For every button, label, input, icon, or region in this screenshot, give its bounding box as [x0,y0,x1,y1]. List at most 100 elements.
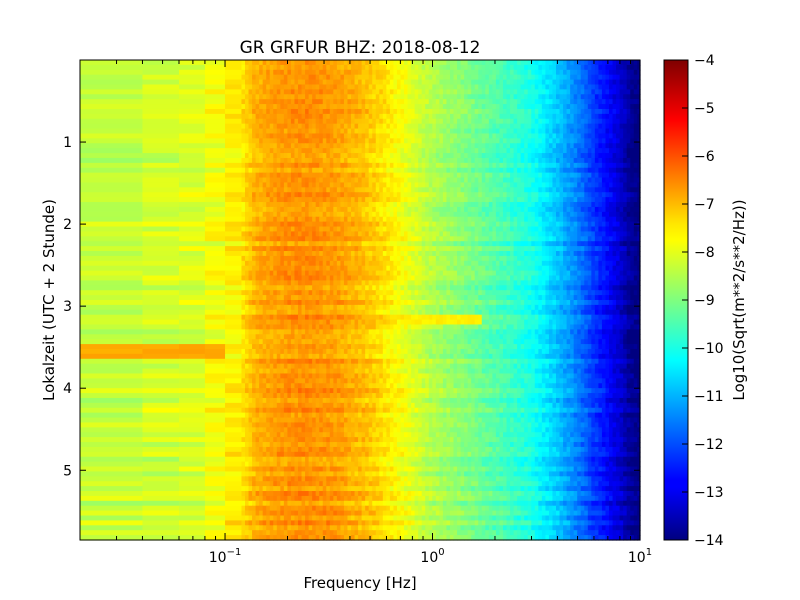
heatmap-cell [570,104,575,110]
heatmap-cell [506,60,511,66]
heatmap-cell [375,143,380,149]
heatmap-cell [340,104,345,110]
heatmap-cell [556,241,561,247]
heatmap-cell [442,74,448,81]
heatmap-cell [513,153,518,159]
heatmap-cell [633,172,638,179]
heatmap-cell [609,113,614,120]
heatmap-cell [301,236,306,242]
heatmap-cell [414,187,419,193]
heatmap-cell [421,241,426,247]
heatmap-cell [531,197,536,203]
heatmap-cell [351,187,356,193]
heatmap-cell [541,79,546,86]
heatmap-cell [241,221,246,228]
heatmap-cell [612,246,617,252]
heatmap-cell [315,202,320,208]
heatmap-cell [548,172,554,179]
heatmap-cell [368,251,373,257]
heatmap-cell [563,104,568,110]
heatmap-cell [273,251,278,257]
heatmap-cell [404,60,409,66]
heatmap-cell [524,177,529,184]
heatmap-cell [389,104,395,110]
heatmap-cell [439,231,444,237]
heatmap-cell [336,162,342,169]
heatmap-cell [333,231,338,237]
heatmap-cell [305,123,310,130]
heatmap-cell [449,251,455,257]
heatmap-cell [587,79,592,86]
heatmap-cell [262,177,267,184]
heatmap-cell [446,138,451,144]
heatmap-cell [142,236,180,242]
heatmap-cell [474,187,479,193]
heatmap-cell [594,153,599,159]
heatmap-cell [457,118,462,125]
heatmap-cell [471,113,476,120]
heatmap-cell [266,60,271,66]
heatmap-cell [80,138,144,144]
heatmap-cell [301,84,306,90]
heatmap-cell [266,79,271,86]
heatmap-cell [308,138,313,144]
heatmap-cell [464,177,469,184]
heatmap-cell [301,172,306,179]
heatmap-cell [584,260,589,267]
heatmap-cell [442,187,448,193]
heatmap-cell [619,133,624,139]
heatmap-cell [244,128,250,135]
heatmap-cell [358,192,363,198]
heatmap-cell [488,123,493,130]
heatmap-cell [414,231,419,237]
heatmap-cell [80,211,144,218]
heatmap-cell [435,148,440,154]
heatmap-cell [372,69,377,76]
heatmap-cell [372,221,377,228]
heatmap-cell [559,60,564,66]
heatmap-cell [179,202,206,208]
heatmap-cell [563,138,568,144]
heatmap-cell [517,84,522,90]
heatmap-cell [612,241,617,247]
heatmap-cell [425,74,430,81]
heatmap-cell [457,241,462,247]
heatmap-cell [453,202,458,208]
heatmap-cell [308,211,313,218]
heatmap-cell [510,236,515,242]
heatmap-cell [556,187,561,193]
heatmap-cell [626,236,631,242]
heatmap-cell [326,108,331,115]
heatmap-cell [538,206,543,213]
heatmap-cell [552,172,557,179]
heatmap-cell [534,231,539,237]
heatmap-cell [442,138,448,144]
heatmap-cell [322,108,327,115]
heatmap-cell [474,177,479,184]
heatmap-cell [460,231,465,237]
heatmap-cell [630,251,635,257]
heatmap-cell [481,99,486,105]
heatmap-cell [552,162,557,169]
heatmap-cell [626,123,631,130]
heatmap-cell [492,143,497,149]
heatmap-cell [336,138,342,144]
heatmap-cell [252,153,257,159]
heatmap-cell [418,143,423,149]
heatmap-cell [428,99,433,105]
heatmap-cell [471,99,476,105]
heatmap-cell [570,118,575,125]
heatmap-cell [488,211,493,218]
heatmap-cell [584,231,589,237]
heatmap-cell [580,113,585,120]
heatmap-cell [269,206,274,213]
heatmap-cell [319,153,324,159]
heatmap-cell [343,182,349,188]
heatmap-cell [573,172,578,179]
heatmap-cell [252,99,257,105]
heatmap-cell [326,128,331,135]
heatmap-cell [333,64,338,71]
heatmap-cell [287,167,292,174]
heatmap-cell [527,94,532,100]
heatmap-cell [375,74,380,81]
